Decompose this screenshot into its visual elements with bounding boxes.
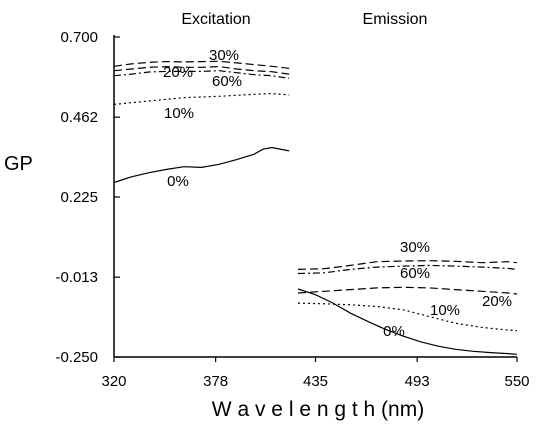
series-line-excitation-20pct [113, 65, 290, 75]
y-axis-title: GP [4, 153, 33, 175]
series-label-emission-60pct: 60% [400, 265, 430, 282]
series-label-emission-30pct: 30% [400, 239, 430, 256]
x-tick-label: 378 [203, 373, 228, 390]
panel-title-emission: Emission [363, 11, 428, 28]
series-line-emission-20pct [297, 286, 518, 295]
x-tick-label: 550 [504, 373, 529, 390]
series-label-excitation-30pct: 30% [209, 47, 239, 64]
series-line-emission-60pct [297, 264, 518, 275]
x-tick-label: 435 [303, 373, 328, 390]
y-tick-label: -0.013 [55, 269, 98, 286]
series-line-emission-30pct [297, 260, 518, 270]
y-tick-label: 0.700 [60, 29, 98, 46]
series-label-emission-0pct: 0% [383, 323, 405, 340]
y-tick-label: -0.250 [55, 349, 98, 366]
series-label-excitation-0pct: 0% [167, 173, 189, 190]
series-label-emission-10pct: 10% [430, 302, 460, 319]
series-label-excitation-60pct: 60% [212, 73, 242, 90]
y-tick-label: 0.225 [60, 189, 98, 206]
series-line-excitation-0pct [113, 146, 290, 184]
x-axis-title: W a v e l e n g t h (nm) [212, 398, 424, 421]
series-label-excitation-10pct: 10% [164, 105, 194, 122]
y-tick-label: 0.462 [60, 109, 98, 126]
series-label-emission-20pct: 20% [482, 293, 512, 310]
panel-title-excitation: Excitation [181, 11, 250, 28]
series-line-excitation-10pct [113, 92, 290, 105]
x-tick-label: 493 [405, 373, 430, 390]
series-line-excitation-30pct [113, 60, 290, 69]
series-label-excitation-20pct: 20% [163, 64, 193, 81]
x-tick-label: 320 [101, 373, 126, 390]
series-line-emission-0pct [297, 288, 518, 355]
series-line-excitation-60pct [113, 70, 290, 79]
